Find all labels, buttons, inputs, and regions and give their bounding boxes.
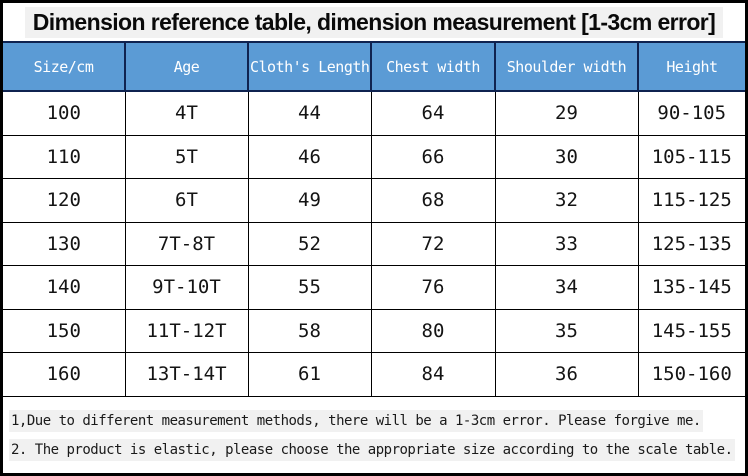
table-row: 160 13T-14T 61 84 36 150-160 bbox=[3, 352, 745, 397]
table-cell: 150 bbox=[3, 308, 126, 353]
table-header-row: Size/cm Age Cloth's Length Chest width S… bbox=[3, 41, 745, 92]
table-row: 140 9T-10T 55 76 34 135-145 bbox=[3, 265, 745, 310]
table-row: 130 7T-8T 52 72 33 125-135 bbox=[3, 221, 745, 266]
page-title: Dimension reference table, dimension mea… bbox=[24, 6, 724, 38]
table-cell: 90-105 bbox=[637, 90, 745, 136]
header-shoulder-width: Shoulder width bbox=[494, 41, 638, 92]
table-cell: 36 bbox=[494, 352, 639, 397]
table-cell: 68 bbox=[370, 178, 496, 223]
table-cell: 135-145 bbox=[637, 265, 745, 310]
table-cell: 100 bbox=[3, 90, 126, 136]
note-text-1: 1,Due to different measurement methods, … bbox=[9, 410, 703, 432]
note-text-2: 2. The product is elastic, please choose… bbox=[9, 438, 735, 461]
table-cell: 105-115 bbox=[637, 134, 745, 179]
header-age: Age bbox=[124, 41, 248, 92]
table-cell: 110 bbox=[3, 134, 126, 179]
table-cell: 140 bbox=[3, 265, 126, 310]
table-cell: 46 bbox=[247, 134, 372, 179]
table-cell: 5T bbox=[124, 134, 249, 179]
table-cell: 58 bbox=[247, 308, 372, 353]
table-cell: 55 bbox=[247, 265, 372, 310]
table-cell: 35 bbox=[494, 308, 639, 353]
table-cell: 150-160 bbox=[637, 352, 745, 397]
table-cell: 120 bbox=[3, 178, 126, 223]
header-height: Height bbox=[637, 41, 745, 92]
table-cell: 76 bbox=[370, 265, 496, 310]
table-row: 150 11T-12T 58 80 35 145-155 bbox=[3, 308, 745, 353]
table-row: 110 5T 46 66 30 105-115 bbox=[3, 134, 745, 179]
notes-section: 1,Due to different measurement methods, … bbox=[3, 396, 745, 473]
table-cell: 61 bbox=[247, 352, 372, 397]
header-chest-width: Chest width bbox=[370, 41, 495, 92]
table-cell: 130 bbox=[3, 221, 126, 266]
table-cell: 6T bbox=[124, 178, 249, 223]
table-cell: 30 bbox=[494, 134, 639, 179]
table-cell: 4T bbox=[124, 90, 249, 136]
table-cell: 64 bbox=[370, 90, 496, 136]
table-body: 100 4T 44 64 29 90-105 110 5T 46 66 30 105-115 120 6T… bbox=[3, 90, 745, 397]
table-cell: 7T-8T bbox=[124, 221, 249, 266]
table-row: 100 4T 44 64 29 90-105 bbox=[3, 90, 745, 136]
table-cell: 145-155 bbox=[637, 308, 745, 353]
table-cell: 115-125 bbox=[637, 178, 745, 223]
table-row: 120 6T 49 68 32 115-125 bbox=[3, 178, 745, 223]
note-line-1: 1,Due to different measurement methods, … bbox=[9, 410, 739, 432]
table-cell: 49 bbox=[247, 178, 372, 223]
title-bar: Dimension reference table, dimension mea… bbox=[3, 3, 745, 41]
header-size: Size/cm bbox=[3, 41, 125, 92]
table-cell: 52 bbox=[247, 221, 372, 266]
table-cell: 125-135 bbox=[637, 221, 745, 266]
table-cell: 9T-10T bbox=[124, 265, 249, 310]
table-cell: 11T-12T bbox=[124, 308, 249, 353]
table-cell: 84 bbox=[370, 352, 496, 397]
table-cell: 13T-14T bbox=[124, 352, 249, 397]
header-cloths-length: Cloth's Length bbox=[247, 41, 371, 92]
table-cell: 160 bbox=[3, 352, 126, 397]
table-cell: 34 bbox=[494, 265, 639, 310]
dimension-table: Size/cm Age Cloth's Length Chest width S… bbox=[3, 41, 745, 397]
table-cell: 80 bbox=[370, 308, 496, 353]
table-cell: 66 bbox=[370, 134, 496, 179]
table-header: Size/cm Age Cloth's Length Chest width S… bbox=[3, 41, 745, 92]
table-cell: 32 bbox=[494, 178, 639, 223]
table-cell: 72 bbox=[370, 221, 496, 266]
table-cell: 44 bbox=[247, 90, 372, 136]
table-cell: 29 bbox=[494, 90, 639, 136]
note-line-2: 2. The product is elastic, please choose… bbox=[9, 438, 739, 461]
table-cell: 33 bbox=[494, 221, 639, 266]
